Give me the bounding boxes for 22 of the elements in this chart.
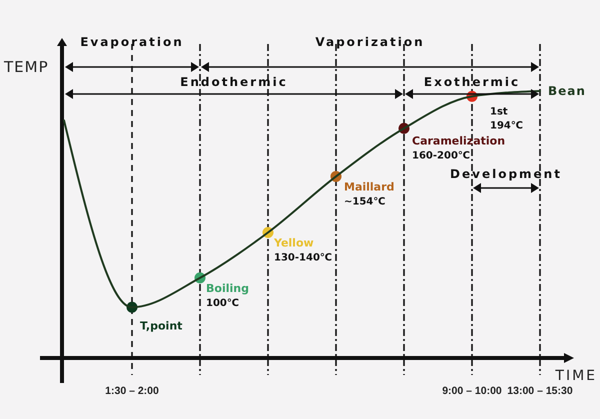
annotation: 194℃ bbox=[490, 120, 523, 132]
annotation: 160-200℃ bbox=[412, 150, 470, 162]
annotation: Development bbox=[450, 167, 562, 181]
text: Evaporation bbox=[80, 35, 184, 49]
text: Vaporization bbox=[315, 35, 425, 49]
x-tick-label: 13:00 – 15:30 bbox=[507, 385, 573, 397]
annotation: Boiling bbox=[206, 282, 249, 295]
annotation: 130-140℃ bbox=[274, 252, 332, 264]
x-axis-title: TIME bbox=[554, 368, 597, 384]
annotation: Caramelization bbox=[412, 134, 506, 148]
x-tick-label: 9:00 – 10:00 bbox=[442, 385, 502, 397]
annotation: ~154℃ bbox=[344, 196, 386, 208]
annotation: Bean bbox=[548, 84, 586, 98]
annotation: T,point bbox=[140, 319, 182, 332]
annotation: Maillard bbox=[344, 180, 394, 194]
annotation: 100℃ bbox=[206, 298, 239, 309]
annotation: 1st bbox=[490, 106, 508, 118]
text: Exothermic bbox=[424, 75, 520, 89]
annotation: Yellow bbox=[273, 236, 314, 250]
y-axis-title: TEMP bbox=[3, 58, 49, 76]
x-tick-label: 1:30 – 2:00 bbox=[105, 385, 160, 397]
text: Endothermic bbox=[180, 75, 288, 89]
